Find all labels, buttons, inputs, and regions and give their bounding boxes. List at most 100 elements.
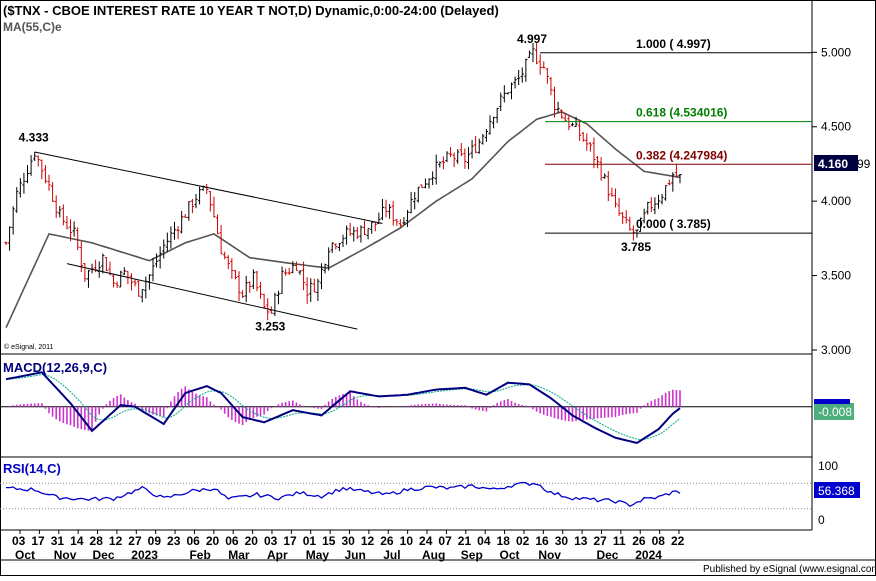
time-axis-day-label: 07 — [438, 534, 452, 548]
ohlc-bar — [671, 172, 675, 192]
price-annotation: 4.997 — [517, 32, 547, 46]
ohlc-bar — [276, 290, 281, 305]
ohlc-bar — [527, 50, 532, 58]
ohlc-bar — [301, 261, 306, 291]
ohlc-bar — [592, 137, 596, 169]
ohlc-bar — [366, 228, 370, 240]
ohlc-bar — [205, 183, 209, 195]
time-axis-day-label: 26 — [632, 534, 646, 548]
ohlc-bar — [674, 164, 679, 178]
fib-level-label: 0.618 (4.534016) — [636, 106, 727, 120]
macd-value-tag: -0.008 — [814, 399, 854, 420]
time-axis-month-label: May — [306, 548, 330, 562]
ohlc-bar — [448, 147, 453, 158]
ohlc-bar — [258, 281, 263, 299]
time-axis-month-label: Apr — [267, 548, 288, 562]
ohlc-bar — [581, 131, 585, 142]
time-axis-month-label: Nov — [54, 548, 77, 562]
ohlc-bar — [169, 226, 173, 249]
ohlc-bar — [255, 270, 259, 292]
rsi-value: 56.368 — [818, 484, 855, 498]
ohlc-bar — [402, 217, 406, 226]
ma55-line — [5, 111, 681, 329]
ohlc-bar — [309, 278, 313, 302]
published-by: Published by eSignal (www.esignal.com) — [703, 564, 876, 575]
ohlc-bar — [36, 155, 40, 167]
time-axis-day-label: 13 — [574, 534, 588, 548]
ohlc-bar — [491, 116, 496, 129]
copyright-label: © eSignal, 2011 — [4, 343, 54, 351]
ohlc-bar — [599, 157, 603, 181]
time-axis-month-label: Aug — [422, 548, 445, 562]
ohlc-bar — [248, 281, 252, 293]
time-axis: 03 17 31 14 28 12 27 09 23 06 20 06 20 03 17 01 15 30 12 26… — [12, 530, 685, 562]
ohlc-bar — [43, 165, 48, 184]
ohlc-bar — [517, 70, 521, 86]
ohlc-bar — [495, 107, 499, 123]
ohlc-bar — [484, 128, 489, 142]
price-annotation: 3.785 — [621, 240, 651, 254]
ohlc-bar — [603, 173, 607, 179]
ohlc-bar — [456, 149, 460, 164]
current-price-value: 4.160 — [818, 157, 848, 171]
price-axis: 5.000 4.500 4.000 3.500 3.000 — [812, 45, 851, 357]
fibonacci-layer: 1.000 ( 4.997) 0.618 (4.534016) 0.382 (4.2… — [540, 37, 812, 234]
ohlc-bar — [409, 191, 413, 214]
ohlc-bar — [642, 208, 646, 224]
ohlc-bar — [635, 229, 639, 238]
ohlc-bar — [391, 200, 395, 226]
price-axis-label: 5.000 — [821, 45, 851, 59]
time-axis-day-label: 24 — [419, 534, 433, 548]
ohlc-bar — [649, 197, 653, 213]
ohlc-bar — [459, 143, 463, 157]
time-axis-month-label: 2024 — [635, 548, 662, 562]
ohlc-bar — [180, 210, 184, 234]
time-axis-day-label: 15 — [322, 534, 336, 548]
ohlc-bar — [560, 109, 564, 119]
ohlc-bar — [187, 201, 191, 221]
time-axis-day-label: 30 — [555, 534, 569, 548]
time-axis-day-label: 02 — [516, 534, 530, 548]
ohlc-bar — [377, 212, 381, 225]
ohlc-bar — [678, 173, 682, 184]
ohlc-bar — [667, 179, 671, 186]
ohlc-bar — [370, 221, 374, 234]
ohlc-bar — [664, 185, 668, 201]
ohlc-bar — [115, 281, 119, 289]
ohlc-bar — [646, 201, 650, 215]
ohlc-bar — [452, 152, 456, 167]
ohlc-bar — [86, 270, 91, 288]
ohlc-bar — [29, 155, 33, 176]
ohlc-bar — [395, 219, 399, 226]
ohlc-bar — [334, 243, 338, 250]
ohlc-bar — [499, 92, 503, 112]
ohlc-bar — [545, 67, 549, 84]
ohlc-bar — [158, 246, 162, 269]
ohlc-bar — [40, 159, 44, 180]
ohlc-bar — [441, 156, 445, 170]
time-axis-month-label: Dec — [93, 548, 115, 562]
rsi-legend: RSI(14,C) — [3, 461, 61, 476]
ohlc-bar — [570, 122, 575, 127]
price-axis-label: 4.500 — [821, 120, 851, 134]
ohlc-bar — [230, 258, 234, 279]
time-axis-day-label: 01 — [303, 534, 317, 548]
ohlc-bar — [151, 257, 155, 282]
ohlc-bar — [445, 151, 449, 163]
ohlc-bar — [531, 43, 535, 63]
ohlc-bar — [477, 138, 481, 154]
time-axis-day-label: 18 — [497, 534, 511, 548]
ohlc-bar — [68, 219, 73, 242]
current-price-suffix: 99 — [857, 157, 871, 171]
ohlc-bar — [197, 186, 202, 205]
ohlc-bar — [273, 292, 277, 316]
ohlc-bar — [208, 191, 212, 212]
time-axis-month-label: Jun — [345, 548, 366, 562]
ohlc-bars-layer — [4, 43, 682, 321]
ohlc-bar — [466, 146, 471, 170]
ohlc-bar — [628, 216, 632, 231]
ohlc-bar — [344, 225, 349, 245]
ohlc-bar — [502, 85, 506, 103]
price-annotations-layer: 4.333 3.253 4.997 3.785 — [19, 32, 652, 334]
